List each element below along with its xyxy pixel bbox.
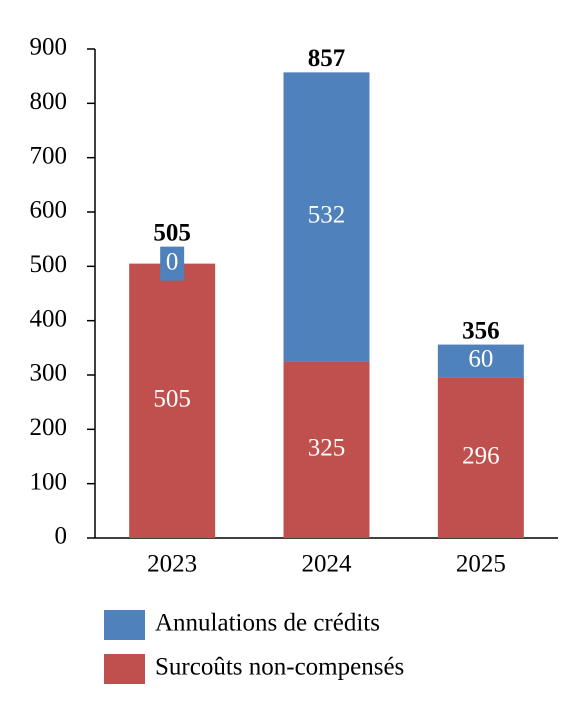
data-label: 325 (308, 434, 346, 461)
y-tick-label: 0 (55, 523, 68, 550)
x-tick-label: 2025 (456, 551, 506, 578)
y-tick-label: 600 (30, 197, 68, 224)
total-label: 356 (462, 317, 500, 344)
bar-segment (283, 72, 370, 362)
bar-segment (437, 344, 524, 378)
y-tick-label: 500 (30, 251, 68, 278)
x-tick-label: 2024 (302, 551, 353, 578)
y-tick-label: 400 (30, 305, 68, 332)
legend-swatch (104, 610, 145, 640)
data-label: 60 (468, 346, 493, 373)
legend-swatch (104, 654, 145, 684)
bar-segment (283, 361, 370, 538)
y-tick-label: 200 (30, 414, 68, 441)
data-label: 505 (153, 386, 191, 413)
data-label: 0 (166, 248, 179, 275)
y-tick-label: 300 (30, 360, 68, 387)
x-tick-label: 2023 (147, 551, 197, 578)
y-tick-label: 800 (30, 88, 68, 115)
legend-label: Surcoûts non-compensés (155, 654, 404, 681)
bar-segment (129, 263, 216, 538)
data-label: 532 (308, 202, 346, 229)
legend-label: Annulations de crédits (155, 610, 380, 637)
label-background (160, 246, 185, 281)
total-label: 857 (308, 45, 346, 72)
y-tick-label: 700 (30, 142, 68, 169)
bar-segment (437, 377, 524, 538)
total-label: 505 (153, 219, 191, 246)
y-tick-label: 100 (30, 468, 68, 495)
y-tick-label: 900 (30, 34, 68, 61)
data-label: 296 (462, 442, 500, 469)
